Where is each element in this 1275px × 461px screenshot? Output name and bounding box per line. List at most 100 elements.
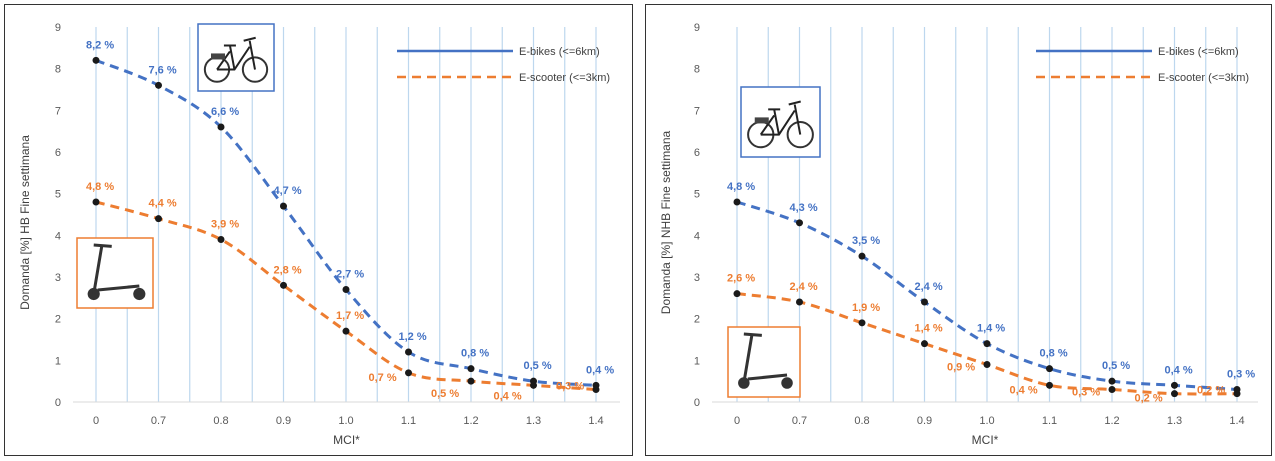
left-ebike-data-label: 6,6 %	[211, 106, 239, 118]
left-escooter-point	[592, 386, 600, 393]
right-ebike-data-label: 0,8 %	[1040, 348, 1068, 360]
right-ebike-point	[733, 198, 741, 206]
right-escooter-point	[1233, 390, 1241, 398]
left-y-tick-label: 4	[55, 230, 61, 242]
left-legend-escooter-label: E-scooter (<=3km)	[519, 72, 610, 84]
right-ebike-point	[921, 298, 928, 306]
right-escooter-point	[983, 361, 991, 368]
right-y-tick-label: 2	[694, 314, 700, 326]
left-escooter-data-label: 1,7 %	[336, 310, 364, 322]
left-x-tick-label: 0.9	[276, 415, 291, 427]
right-ebike-point	[796, 219, 803, 227]
right-escooter-data-label: 0,4 %	[1010, 384, 1038, 396]
left-escooter-point	[280, 281, 287, 289]
right-y-tick-label: 0	[694, 397, 700, 409]
left-y-tick-label: 9	[55, 22, 61, 34]
left-y-tick-label: 6	[55, 147, 61, 159]
left-escooter-data-label: 0,7 %	[369, 372, 397, 384]
right-y-tick-label: 6	[694, 147, 700, 159]
left-escooter-point	[467, 377, 475, 385]
left-escooter-data-label: 3,9 %	[211, 219, 239, 231]
left-y-tick-label: 0	[55, 397, 61, 409]
left-legend: E-bikes (<=6km) E-scooter (<=3km)	[397, 46, 610, 84]
right-ebike-data-label: 2,4 %	[915, 281, 943, 293]
left-escooter-point	[530, 381, 537, 389]
ebike-image-frame	[740, 86, 821, 158]
right-y-tick-label: 1	[694, 355, 700, 367]
right-x-axis-title: MCI*	[972, 433, 999, 447]
right-ebike-point	[1108, 377, 1116, 385]
right-y-ticks: 0 1 2 3 4 5 6 7 8 9	[694, 22, 700, 409]
left-ebike-point	[342, 286, 350, 293]
ebike-image-frame	[197, 23, 275, 92]
right-escooter-point	[733, 290, 741, 298]
ebike-icon	[203, 36, 269, 83]
right-escooter-data-label: 1,4 %	[915, 323, 943, 335]
left-x-tick-label: 0	[93, 415, 99, 427]
right-escooter-data-label: 1,9 %	[852, 302, 880, 314]
ebike-icon	[747, 100, 814, 149]
right-escooter-data-label: 2,4 %	[790, 281, 818, 293]
left-ebike-data-label: 0,8 %	[461, 348, 489, 360]
right-y-tick-label: 4	[694, 230, 700, 242]
right-ebike-point	[1171, 381, 1178, 389]
right-y-tick-label: 7	[694, 105, 700, 117]
right-escooter-data-label: 2,6 %	[727, 273, 755, 285]
right-legend-ebike-label: E-bikes (<=6km)	[1158, 46, 1239, 58]
right-ebike-data-label: 3,5 %	[852, 235, 880, 247]
left-y-tick-label: 1	[55, 355, 61, 367]
right-x-tick-label: 0	[734, 415, 740, 427]
left-x-tick-label: 1.0	[338, 415, 353, 427]
left-escooter-data-label: 0,4 %	[494, 390, 522, 402]
left-x-tick-label: 0.8	[213, 415, 228, 427]
right-y-tick-label: 9	[694, 22, 700, 34]
left-escooter-data-label: 4,4 %	[149, 198, 177, 210]
right-x-ticks: 0 0.7 0.8 0.9 1.0 1.1 1.2 1.3 1.4	[734, 415, 1245, 427]
right-ebike-data-label: 1,4 %	[977, 323, 1005, 335]
right-images	[727, 86, 821, 398]
right-ebike-data-label: 4,3 %	[790, 202, 818, 214]
right-escooter-data-label: 0,2 %	[1135, 393, 1163, 405]
right-escooter-point	[1108, 386, 1116, 393]
left-ebike-data-label: 7,6 %	[149, 64, 177, 76]
left-x-tick-label: 1.4	[588, 415, 603, 427]
left-ebike-point	[92, 56, 100, 64]
right-ebike-data-label: 4,8 %	[727, 181, 755, 193]
left-x-tick-label: 1.1	[401, 415, 416, 427]
right-ebike-data-label: 0,5 %	[1102, 360, 1130, 372]
chart-right: 0 1 2 3 4 5 6 7 8 9 0 0.7 0.8 0.9 1.0 1.1 1.2 1.3 1.4 MCI* D…	[645, 4, 1272, 456]
left-x-ticks: 0 0.7 0.8 0.9 1.0 1.1 1.2 1.3 1.4	[93, 415, 604, 427]
right-ebike-point	[1046, 365, 1053, 373]
chart-left: 0 1 2 3 4 5 6 7 8 9 0 0.7 0.8 0.9 1.0 1.1 1.2 1.3 1.4 MCI* D…	[4, 4, 633, 456]
right-escooter-point	[858, 319, 866, 327]
left-ebike-data-label: 8,2 %	[86, 39, 114, 51]
left-legend-ebike-label: E-bikes (<=6km)	[519, 46, 600, 58]
right-x-tick-label: 1.2	[1104, 415, 1119, 427]
left-x-axis-title: MCI*	[333, 433, 360, 447]
escooter-icon	[87, 243, 146, 301]
left-ebike-data-label: 0,4 %	[586, 364, 614, 376]
left-escooter-point	[155, 215, 162, 223]
right-x-tick-label: 1.0	[979, 415, 994, 427]
left-ebike-point	[405, 348, 412, 356]
left-escooter-point	[217, 236, 225, 243]
right-y-tick-label: 8	[694, 64, 700, 76]
left-escooter-data-label: 0,3 %	[556, 381, 584, 393]
right-escooter-point	[921, 340, 928, 348]
right-escooter-point	[1046, 381, 1053, 389]
left-y-tick-label: 2	[55, 314, 61, 326]
right-ebike-data-label: 0,3 %	[1227, 369, 1255, 381]
left-ebike-series-line	[95, 58, 597, 387]
left-ebike-point	[467, 365, 475, 373]
left-images	[76, 23, 275, 309]
right-ebike-data-label: 0,4 %	[1165, 364, 1193, 376]
right-ebike-point	[858, 252, 866, 260]
left-y-tick-label: 5	[55, 189, 61, 201]
left-escooter-data-label: 0,5 %	[431, 388, 459, 400]
right-legend: E-bikes (<=6km) E-scooter (<=3km)	[1036, 46, 1249, 84]
right-y-tick-label: 5	[694, 189, 700, 201]
left-escooter-point	[405, 369, 412, 377]
left-ebike-data-label: 2,7 %	[336, 269, 364, 281]
left-x-tick-label: 1.3	[526, 415, 541, 427]
right-escooter-data-label: 0,2 %	[1197, 385, 1225, 397]
